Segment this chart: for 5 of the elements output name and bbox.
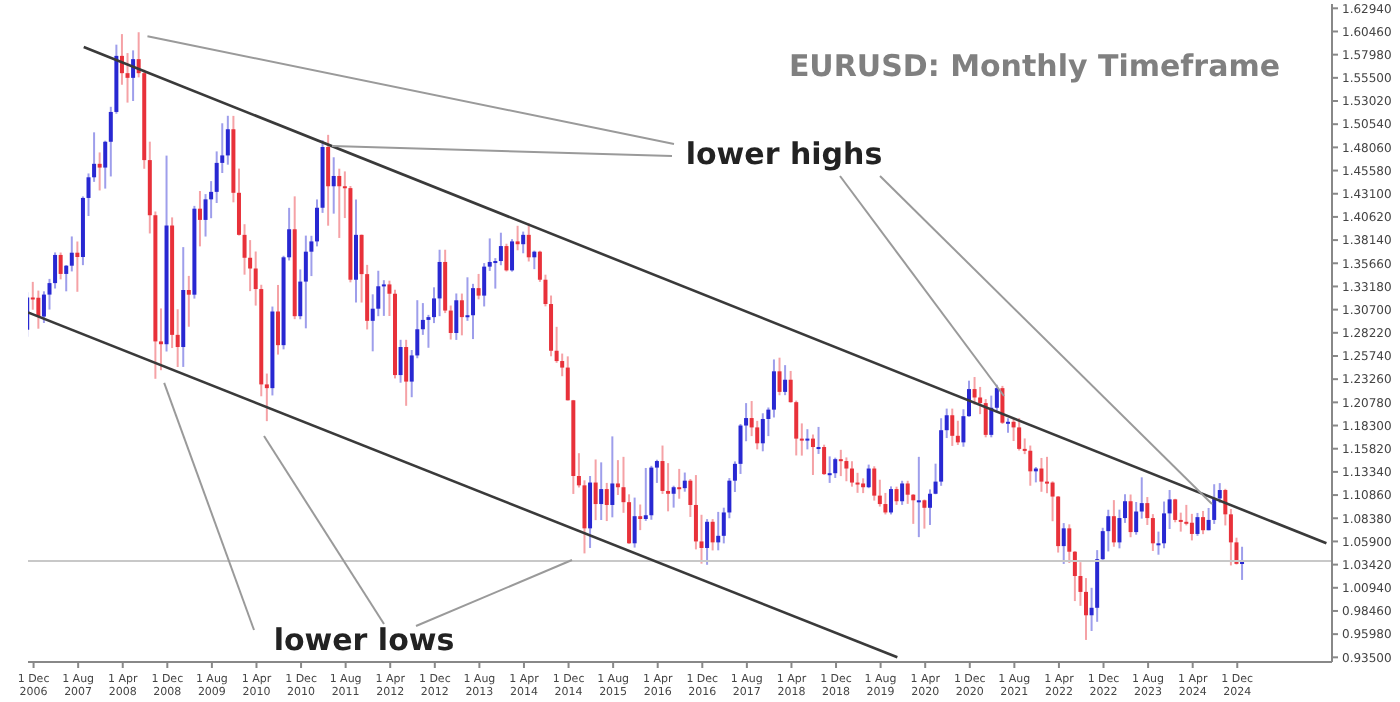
annotation: lower lows bbox=[273, 622, 455, 658]
text: EURUSD: Monthly Timeframe bbox=[788, 48, 1280, 84]
candlestick bbox=[1006, 417, 1010, 434]
candlestick bbox=[1022, 437, 1027, 456]
annotation: lower highs bbox=[685, 136, 883, 172]
